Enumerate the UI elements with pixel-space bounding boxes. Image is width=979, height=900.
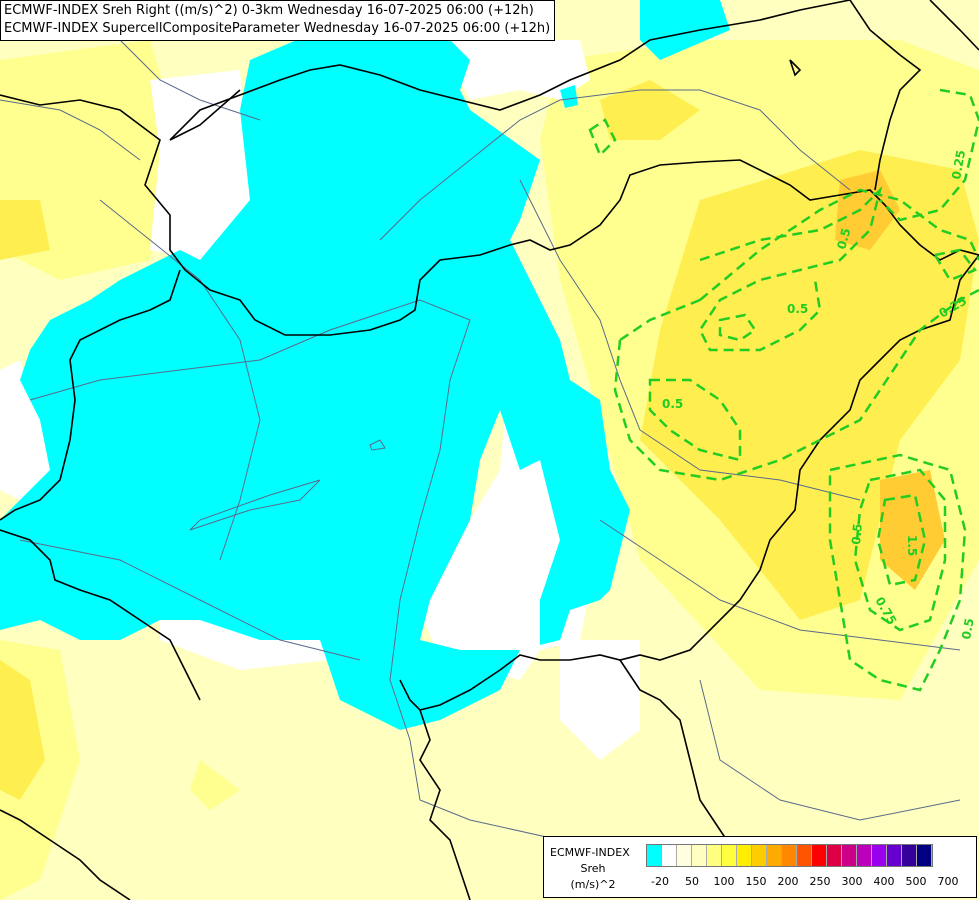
legend-swatch xyxy=(737,845,752,866)
legend-swatch xyxy=(767,845,782,866)
legend-tick: 500 xyxy=(905,875,927,888)
legend-swatch xyxy=(677,845,692,866)
legend-swatch xyxy=(812,845,827,866)
sreh-shading-orange xyxy=(835,170,945,590)
contour-label: 1.5 xyxy=(905,535,919,556)
legend-swatch xyxy=(752,845,767,866)
sreh-shading-cyan xyxy=(0,0,730,730)
legend-tick: 50 xyxy=(685,875,699,888)
legend-swatch xyxy=(917,845,932,866)
rivers xyxy=(0,39,961,861)
legend-tick-labels: -20 50 100 150 200 250 300 400 500 700 xyxy=(646,875,971,889)
legend-tick: 700 xyxy=(937,875,959,888)
legend-swatch xyxy=(797,845,812,866)
legend-tick: 300 xyxy=(841,875,863,888)
legend-swatch xyxy=(647,845,662,866)
legend-swatch xyxy=(842,845,857,866)
legend-swatch xyxy=(857,845,872,866)
legend-tick: -20 xyxy=(651,875,669,888)
legend-tick: 200 xyxy=(777,875,799,888)
legend-tick: 150 xyxy=(745,875,767,888)
legend-source: ECMWF-INDEX xyxy=(550,846,630,859)
contour-label: 0.5 xyxy=(834,227,853,251)
title-line-sreh: ECMWF-INDEX Sreh Right ((m/s)^2) 0-3km W… xyxy=(4,3,534,18)
title-line-scp: ECMWF-INDEX SupercellCompositeParameter … xyxy=(4,21,551,36)
contour-label: 0.5 xyxy=(849,523,865,545)
contour-label: 0.5 xyxy=(662,397,683,411)
legend-swatch xyxy=(872,845,887,866)
legend-tick: 400 xyxy=(873,875,895,888)
legend-swatch xyxy=(902,845,917,866)
contour-label: 0.5 xyxy=(959,617,976,640)
legend-swatch xyxy=(662,845,677,866)
legend-swatch xyxy=(707,845,722,866)
legend-tick: 250 xyxy=(809,875,831,888)
legend-tick: 100 xyxy=(713,875,735,888)
legend-swatch xyxy=(782,845,797,866)
contour-label: 0.25 xyxy=(949,149,968,181)
color-legend: ECMWF-INDEX Sreh (m/s)^2 -20 50 100 150 200 2… xyxy=(543,836,977,898)
sreh-shading-deep-yellow xyxy=(0,80,979,800)
legend-unit: (m/s)^2 xyxy=(570,878,616,891)
scp-contours xyxy=(588,88,979,692)
legend-swatch xyxy=(692,845,707,866)
legend-variable: Sreh xyxy=(580,862,606,875)
legend-swatch xyxy=(887,845,902,866)
legend-swatch xyxy=(827,845,842,866)
contour-label: 0.5 xyxy=(787,302,808,316)
legend-swatch xyxy=(722,845,737,866)
legend-color-bar xyxy=(646,844,933,867)
map-title-box: ECMWF-INDEX Sreh Right ((m/s)^2) 0-3km W… xyxy=(0,0,556,41)
